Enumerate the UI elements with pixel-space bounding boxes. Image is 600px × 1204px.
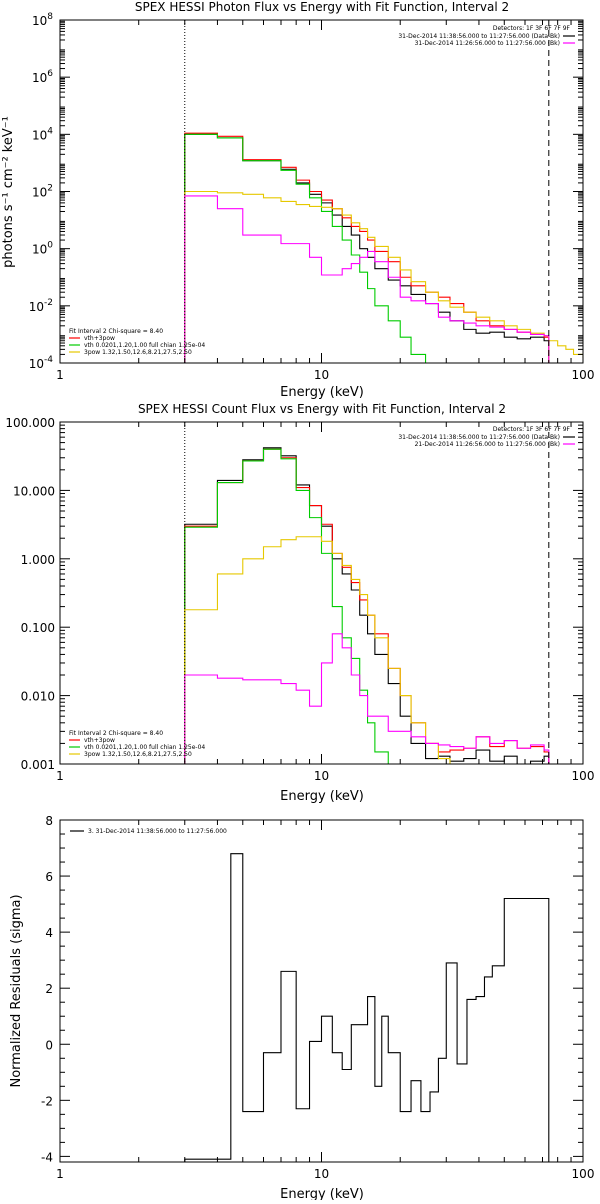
- count-flux-series-0-step-line: [184, 447, 550, 764]
- count-flux-legend-bk: 21-Dec-2014 11:26:56.000 to 11:27:56.000…: [415, 441, 560, 448]
- count-flux-y-tick-label: 10.000: [13, 484, 55, 498]
- photon-flux-legend-bk: 31-Dec-2014 11:26:56.000 to 11:27:56.000…: [415, 40, 560, 47]
- photon-flux-series-0-step-line: [184, 133, 550, 363]
- residuals-y-tick-label: -2: [41, 1094, 53, 1108]
- photon-flux-legend-data-bk: 31-Dec-2014 11:38:56.000 to 11:27:56.000…: [398, 33, 560, 40]
- photon-flux-series-3-extension-line: [548, 340, 583, 358]
- count-flux-y-tick-label: 1.000: [21, 553, 55, 567]
- photon-flux-y-tick-label: 108: [32, 12, 53, 28]
- residuals-plot-frame: [59, 819, 584, 1163]
- count-flux-y-tick-label: 0.100: [21, 621, 55, 635]
- residuals-x-axis-label: Energy (keV): [280, 1187, 364, 1200]
- count-flux-series-3-step-line: [184, 536, 451, 764]
- photon-flux-y-tick-label: 102: [32, 184, 53, 200]
- count-flux-x-tick-label: 10: [314, 769, 329, 783]
- photon-flux-series-3-step-line: [184, 190, 550, 363]
- photon-flux-legend-3pow: 3pow 1.32,1.50,12.6,8.21,27.5,2.50: [84, 349, 192, 356]
- photon-flux-panel: SPEX HESSI Photon Flux vs Energy with Fi…: [1, 0, 594, 400]
- count-flux-legend-vth: vth 0.0201,1.20,1.00 full chian 1.25e-04: [84, 744, 205, 751]
- photon-flux-legend-detectors: Detectors: 1F 3F 6F 7F 9F: [493, 25, 571, 32]
- count-flux-panel: SPEX HESSI Count Flux vs Energy with Fit…: [5, 402, 595, 804]
- count-flux-legend-detectors: Detectors: 1F 3F 6F 7F 9F: [493, 426, 571, 433]
- residuals-y-tick-label: 2: [45, 982, 53, 996]
- count-flux-x-tick-label: 100: [572, 769, 595, 783]
- residuals-x-tick-label: 100: [572, 1167, 595, 1181]
- count-flux-legend-total: vth+3pow: [84, 737, 115, 744]
- count-flux-legend-bottom-left: Fit Interval 2 Chi-square = 8.40 vth+3po…: [69, 730, 205, 758]
- photon-flux-x-tick-label: 100: [572, 368, 595, 382]
- photon-flux-legend-top-right: Detectors: 1F 3F 6F 7F 9F 31-Dec-2014 11…: [398, 25, 575, 47]
- count-flux-x-tick-label: 1: [56, 769, 64, 783]
- photon-flux-y-axis-label: photons s⁻¹ cm⁻² keV⁻¹: [1, 116, 16, 268]
- photon-flux-series-1-step-line: [184, 132, 550, 363]
- residuals-series-0-step-line: [184, 853, 550, 1162]
- photon-flux-legend-vth: vth 0.0201,1.20,1.00 full chian 1.25e-04: [84, 342, 205, 349]
- photon-flux-y-tick-label: 10-2: [29, 298, 53, 314]
- photon-flux-y-tick-label: 104: [32, 126, 53, 142]
- photon-flux-y-tick-label: 106: [32, 69, 53, 85]
- count-flux-y-tick-label: 100.000: [5, 416, 55, 430]
- photon-flux-x-tick-label: 10: [314, 368, 329, 382]
- residuals-y-tick-label: 4: [45, 926, 53, 940]
- photon-flux-legend-total: vth+3pow: [84, 335, 115, 342]
- count-flux-y-tick-label: 0.001: [21, 758, 55, 772]
- count-flux-fit-chi-square: Fit Interval 2 Chi-square = 8.40: [69, 730, 163, 737]
- photon-flux-y-tick-label: 100: [32, 241, 53, 257]
- photon-flux-series-2-step-line: [184, 133, 427, 363]
- count-flux-series-1-step-line: [184, 448, 550, 764]
- residuals-legend: 3. 31-Dec-2014 11:38:56.000 to 11:27:56.…: [70, 828, 227, 835]
- count-flux-legend-data-bk: 31-Dec-2014 11:38:56.000 to 11:27:56.000…: [398, 434, 560, 441]
- photon-flux-title: SPEX HESSI Photon Flux vs Energy with Fi…: [135, 0, 509, 14]
- residuals-y-axis-label: Normalized Residuals (sigma): [9, 894, 24, 1087]
- residuals-y-tick-label: 8: [45, 814, 53, 828]
- count-flux-x-axis-label: Energy (keV): [280, 789, 364, 804]
- photon-flux-series-4-step-line: [184, 195, 550, 363]
- residuals-x-tick-label: 10: [314, 1167, 329, 1181]
- residuals-y-tick-label: -4: [41, 1150, 53, 1164]
- count-flux-plot-frame: [59, 421, 584, 765]
- count-flux-series-2-step-line: [184, 448, 389, 764]
- count-flux-title: SPEX HESSI Count Flux vs Energy with Fit…: [138, 402, 506, 416]
- residuals-legend-label: 3. 31-Dec-2014 11:38:56.000 to 11:27:56.…: [88, 828, 227, 835]
- count-flux-legend-top-right: Detectors: 1F 3F 6F 7F 9F 31-Dec-2014 11…: [398, 426, 575, 448]
- residuals-x-tick-label: 1: [56, 1167, 64, 1181]
- count-flux-legend-3pow: 3pow 1.32,1.50,12.6,8.21,27.5,2.50: [84, 751, 192, 758]
- photon-flux-x-tick-label: 1: [56, 368, 64, 382]
- residuals-panel: 1 10 100 -4 -2 0 2 4 6 8 Energy (keV) Normalized …: [9, 814, 595, 1202]
- count-flux-series-4-step-line: [184, 633, 550, 764]
- photon-flux-y-tick-label: 10-4: [29, 355, 54, 371]
- residuals-y-tick-label: 0: [45, 1038, 53, 1052]
- residuals-y-tick-label: 6: [45, 870, 53, 884]
- photon-flux-x-axis-label: Energy (keV): [280, 385, 364, 400]
- photon-flux-fit-chi-square: Fit Interval 2 Chi-square = 8.40: [69, 328, 163, 335]
- count-flux-y-tick-label: 0.010: [21, 690, 55, 704]
- photon-flux-legend-bottom-left: Fit Interval 2 Chi-square = 8.40 vth+3po…: [69, 328, 205, 356]
